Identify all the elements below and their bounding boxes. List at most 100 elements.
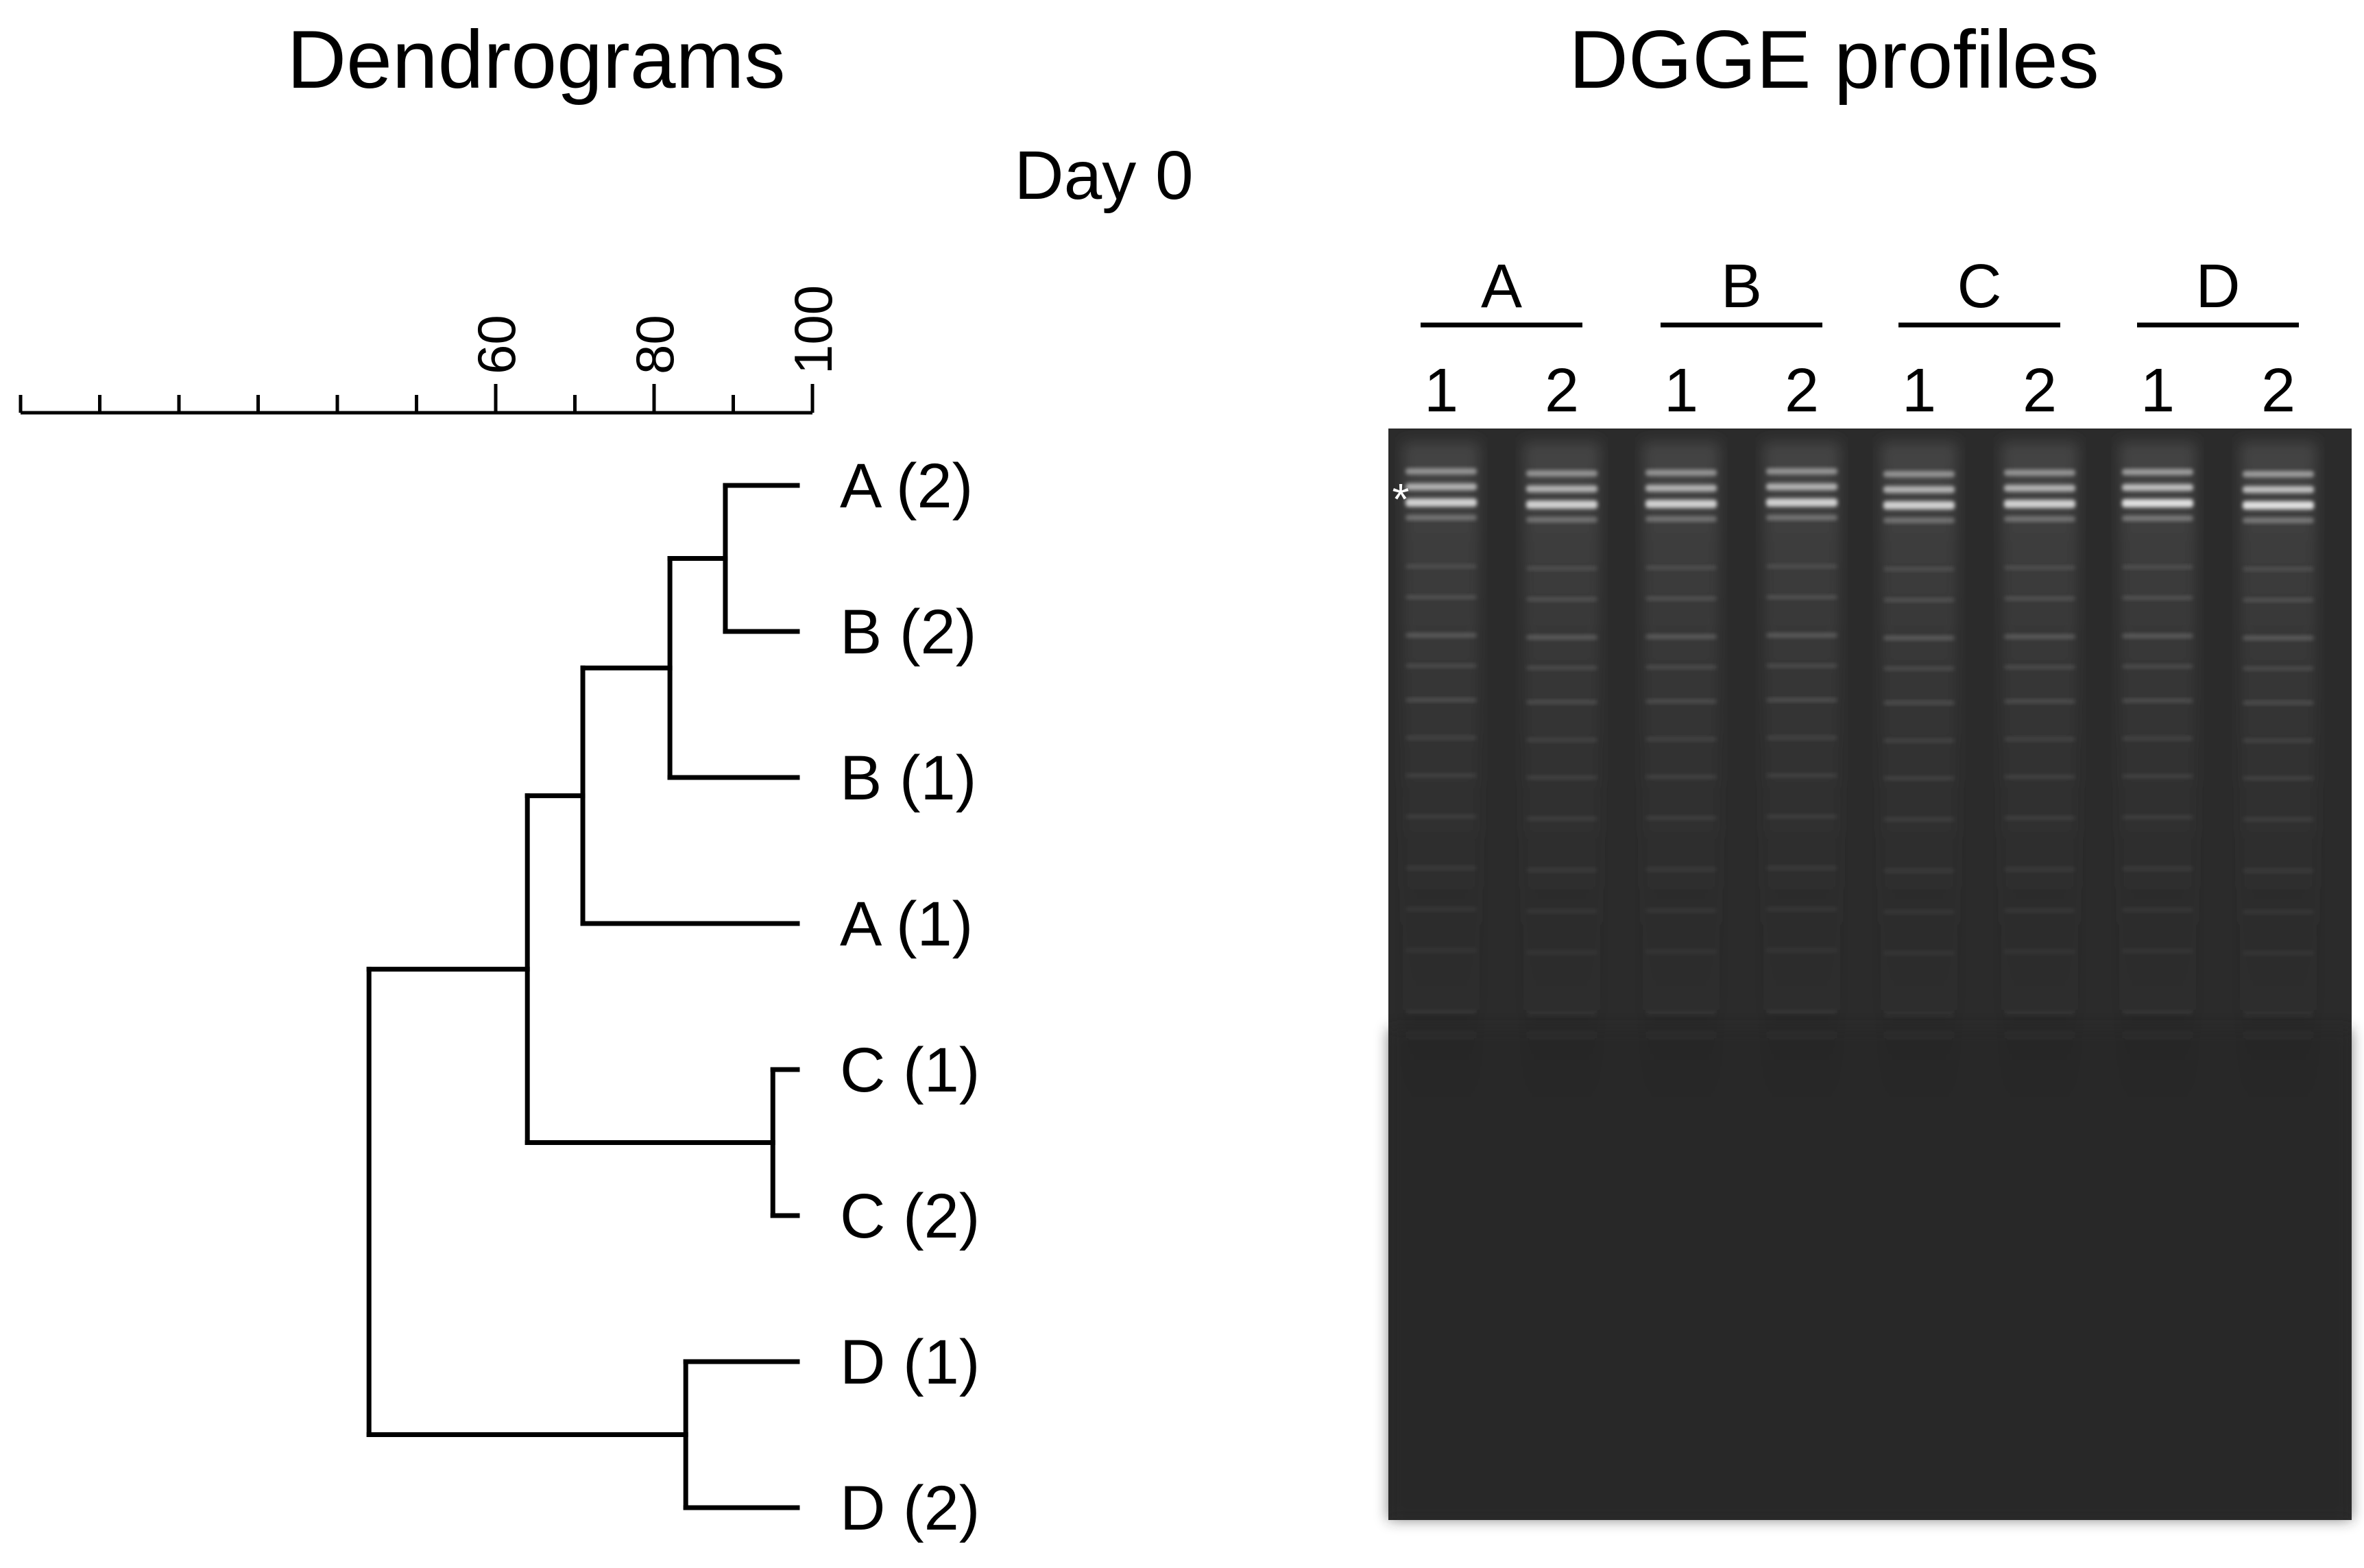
dendrogram-leaf-label: D (1) — [840, 1327, 980, 1397]
gel-lane — [1523, 442, 1600, 1120]
gel-band — [1645, 699, 1717, 703]
gel-band — [2243, 1013, 2314, 1017]
dendrogram-title: Dendrograms — [287, 14, 786, 106]
gel-band — [1645, 566, 1717, 570]
gel-lane-label: 1 — [1902, 357, 1936, 425]
gel-band — [2243, 817, 2314, 821]
gel-band — [1406, 773, 1477, 777]
gel-band — [2243, 636, 2314, 640]
gel-band — [2122, 596, 2193, 600]
dendrogram-leaf-label: D (2) — [840, 1473, 980, 1543]
gel-band — [1526, 500, 1597, 509]
gel-band — [1766, 815, 1837, 819]
gel-band — [1406, 907, 1477, 911]
dendrogram-leaf-label: C (1) — [840, 1035, 980, 1105]
gel-band — [1766, 664, 1837, 668]
gel-band — [1766, 483, 1837, 490]
gel-band — [1766, 468, 1837, 474]
gel-band — [2243, 701, 2314, 705]
gel-band — [1406, 498, 1477, 507]
gel-band — [1526, 485, 1597, 492]
dendrogram-leaf-label: B (1) — [840, 743, 976, 813]
gel-band — [1406, 515, 1477, 520]
dgge-gel: * — [1388, 429, 2352, 1520]
gel-group-label: C — [1957, 252, 2002, 321]
gel-lane — [2240, 442, 2317, 1120]
gel-band — [1645, 634, 1717, 639]
gel-band — [2122, 867, 2193, 871]
gel-band — [1883, 471, 1955, 477]
gel-band — [1883, 501, 1955, 509]
gel-band — [1883, 776, 1955, 780]
gel-band — [1526, 635, 1597, 640]
gel-band — [1526, 775, 1597, 780]
gel-group-label: D — [2196, 252, 2241, 321]
gel-band — [1883, 486, 1955, 493]
gel-band — [1406, 595, 1477, 599]
scale-tick-label: 60 — [466, 315, 527, 374]
gel-band — [1645, 665, 1717, 669]
gel-band — [1766, 498, 1837, 507]
dendrogram-leaf-labels: A (2) B (2) B (1) A (1) C (1) C (2) D (1) D (2) — [840, 451, 980, 1543]
gel-band — [2004, 775, 2075, 779]
gel-band — [1766, 773, 1837, 777]
gel-lane-label: 1 — [1664, 357, 1698, 425]
gel-band — [1645, 908, 1717, 913]
gel-band — [1406, 664, 1477, 668]
gel-band — [1406, 698, 1477, 702]
gel-band — [1645, 867, 1717, 871]
gel-band — [2122, 736, 2193, 740]
gel-band — [2243, 567, 2314, 571]
dendrogram-leaf-label: C (2) — [840, 1181, 980, 1251]
gel-band — [1526, 738, 1597, 742]
gel-band — [2122, 499, 2193, 507]
dendrogram-leaf-label: A (1) — [840, 889, 973, 959]
gel-band — [1766, 564, 1837, 568]
gel-band — [2122, 516, 2193, 521]
gel-band — [1406, 468, 1477, 474]
gel-band — [2122, 634, 2193, 638]
gel-band — [2122, 699, 2193, 703]
gel-band — [1526, 868, 1597, 872]
gel-band — [2243, 910, 2314, 914]
gel-band — [2122, 565, 2193, 569]
gel-band — [1645, 775, 1717, 779]
gel-group-label: A — [1481, 252, 1522, 321]
gel-band — [1883, 910, 1955, 914]
gel-band — [1526, 950, 1597, 954]
gel-band — [1526, 666, 1597, 670]
gel-band — [1406, 633, 1477, 638]
gel-band — [1645, 1011, 1717, 1015]
gel-band — [1766, 515, 1837, 520]
gel-band — [1883, 951, 1955, 955]
dendrogram — [366, 483, 800, 1510]
gel-band — [2122, 484, 2193, 491]
gel-lane-label: 2 — [1785, 357, 1819, 425]
gel-band — [2004, 1011, 2075, 1015]
gel-band — [2243, 518, 2314, 523]
gel-band — [1883, 636, 1955, 640]
gel-band — [1883, 817, 1955, 821]
gel-band — [1766, 698, 1837, 702]
gel-band — [1526, 1012, 1597, 1016]
gel-band — [2243, 486, 2314, 493]
gel-band — [1406, 948, 1477, 952]
gel-header: A1 2B1 2C1 2D1 2 — [1421, 252, 2299, 425]
gel-lane — [1763, 442, 1840, 1120]
gel-band — [2004, 470, 2075, 476]
gel-band — [1526, 909, 1597, 913]
gel-lane — [1643, 442, 1720, 1120]
gel-band — [1645, 500, 1717, 508]
gel-lane — [2001, 442, 2078, 1120]
gel-lane-label: 1 — [1424, 357, 1458, 425]
gel-band — [1406, 736, 1477, 740]
gel-group-label: B — [1721, 252, 1762, 321]
gel-band — [1645, 485, 1717, 492]
gel-band — [2004, 566, 2075, 570]
similarity-scale: 60 80 100 — [19, 285, 843, 415]
gel-band — [1883, 738, 1955, 743]
gel-band — [2122, 908, 2193, 912]
dggE-title: DGGE profiles — [1569, 14, 2099, 106]
gel-band — [1526, 470, 1597, 477]
